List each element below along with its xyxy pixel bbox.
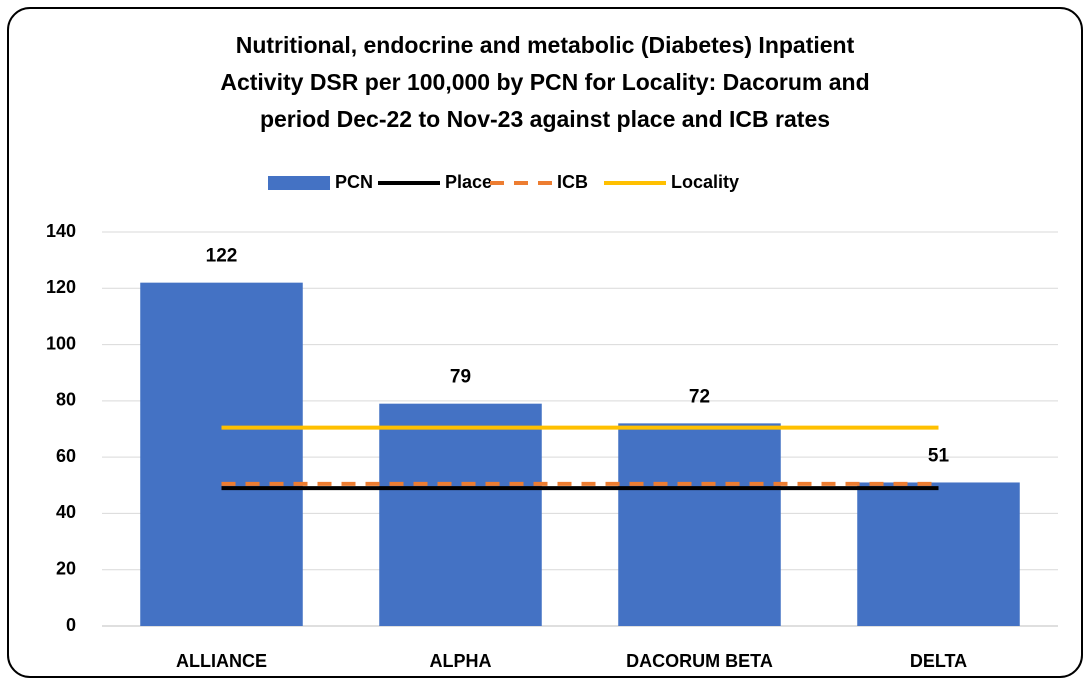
x-tick-label: ALPHA <box>430 651 492 671</box>
y-tick-label: 120 <box>46 277 76 297</box>
legend-label: PCN <box>335 172 373 192</box>
data-label: 51 <box>928 445 950 466</box>
chart-title: period Dec-22 to Nov-23 against place an… <box>260 106 830 132</box>
legend-label: Locality <box>671 172 739 192</box>
chart-title: Activity DSR per 100,000 by PCN for Loca… <box>220 69 869 95</box>
x-tick-label: DACORUM BETA <box>626 651 773 671</box>
x-tick-label: ALLIANCE <box>176 651 267 671</box>
data-label: 79 <box>450 367 471 388</box>
y-tick-label: 60 <box>56 446 76 466</box>
y-tick-label: 20 <box>56 558 76 578</box>
data-label: 72 <box>689 386 710 407</box>
bar <box>857 482 1020 626</box>
legend-label: ICB <box>557 172 588 192</box>
bar <box>618 423 781 626</box>
y-tick-label: 140 <box>46 221 76 241</box>
y-tick-label: 40 <box>56 502 76 522</box>
legend-label: Place <box>445 172 492 192</box>
data-label: 122 <box>206 246 238 267</box>
y-tick-label: 0 <box>66 615 76 635</box>
legend-swatch <box>268 176 330 190</box>
y-tick-label: 100 <box>46 333 76 353</box>
chart-title: Nutritional, endocrine and metabolic (Di… <box>236 32 855 58</box>
bar <box>140 282 303 626</box>
y-tick-label: 80 <box>56 390 76 410</box>
bar <box>379 403 542 626</box>
x-tick-label: DELTA <box>910 651 967 671</box>
